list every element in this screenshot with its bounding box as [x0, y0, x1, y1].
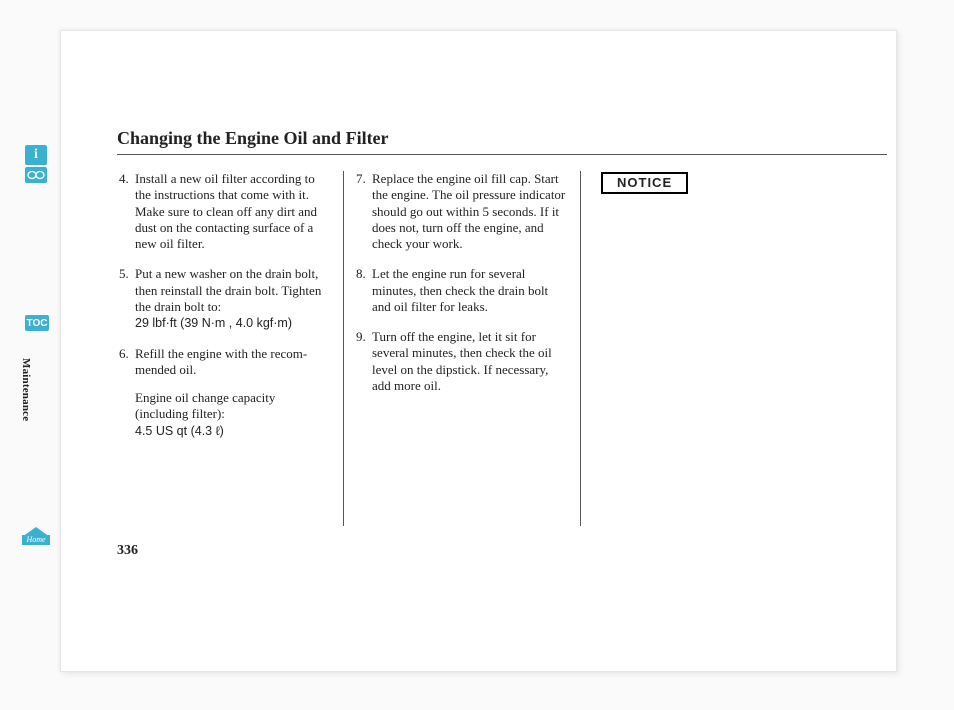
step-number: 6. [119, 346, 135, 440]
column-1: 4. Install a new oil filter according to… [119, 171, 344, 526]
step-7: 7. Replace the engine oil fill cap. Star… [356, 171, 568, 252]
info-tab[interactable]: i [25, 145, 47, 165]
torque-spec: 29 lbf·ft (39 N·m , 4.0 kgf·m) [135, 316, 292, 330]
step-text-line: Refill the engine with the recom­mended … [135, 346, 307, 377]
toc-label: TOC [27, 318, 48, 329]
step-number: 7. [356, 171, 372, 252]
step-5: 5. Put a new washer on the drain bolt, t… [119, 266, 331, 331]
step-text: Put a new washer on the drain bolt, then… [135, 266, 331, 331]
step-text: Refill the engine with the recom­mended … [135, 346, 331, 440]
step-8: 8. Let the engine run for several minute… [356, 266, 568, 315]
step-text: Turn off the engine, let it sit for seve… [372, 329, 568, 394]
step-6: 6. Refill the engine with the recom­mend… [119, 346, 331, 440]
content-columns: 4. Install a new oil filter according to… [119, 171, 805, 526]
step-number: 8. [356, 266, 372, 315]
step-text: Replace the engine oil fill cap. Start t… [372, 171, 568, 252]
step-4: 4. Install a new oil filter according to… [119, 171, 331, 252]
home-icon [22, 527, 50, 537]
step-9: 9. Turn off the engine, let it sit for s… [356, 329, 568, 394]
title-rule [117, 154, 887, 155]
column-2: 7. Replace the engine oil fill cap. Star… [356, 171, 581, 526]
home-tab[interactable] [22, 527, 50, 545]
notice-badge: NOTICE [601, 172, 688, 194]
step-text: Let the engine run for several minutes, … [372, 266, 568, 315]
info-icon: i [34, 147, 38, 163]
step-number: 4. [119, 171, 135, 252]
step-number: 5. [119, 266, 135, 331]
page-number: 336 [117, 543, 138, 559]
index-tab[interactable] [25, 167, 47, 183]
side-tabs: i TOC [25, 145, 53, 333]
glasses-icon [27, 170, 45, 180]
step-number: 9. [356, 329, 372, 394]
column-3: NOTICE [593, 171, 805, 526]
page-sheet: Changing the Engine Oil and Filter 4. In… [60, 30, 897, 672]
section-label: Maintenance [20, 358, 32, 421]
toc-tab[interactable]: TOC [25, 315, 49, 331]
page-title: Changing the Engine Oil and Filter [117, 128, 389, 149]
capacity-label: Engine oil change capacity (including fi… [135, 390, 275, 421]
step-text-line: Put a new washer on the drain bolt, then… [135, 266, 321, 314]
capacity-value: 4.5 US qt (4.3 ℓ) [135, 424, 224, 438]
step-text: Install a new oil filter according to th… [135, 171, 331, 252]
